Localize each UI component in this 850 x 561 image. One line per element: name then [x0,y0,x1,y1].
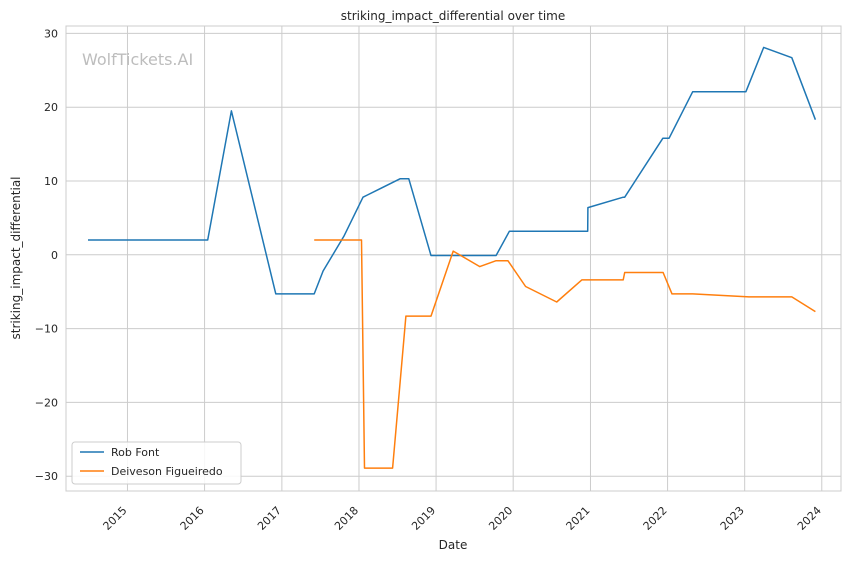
y-axis-label: striking_impact_differential [9,176,23,339]
y-tick-label: 30 [44,27,58,40]
y-tick-labels: −30 −20 −10 0 10 20 30 [35,27,58,483]
watermark: WolfTickets.AI [82,50,193,69]
legend-box [71,441,242,485]
x-tick-label: 2022 [641,504,670,533]
x-tick-label: 2019 [409,504,438,533]
plot-frame [65,25,842,492]
y-tick-label: −10 [35,323,58,336]
legend-label-deiveson-figueiredo: Deiveson Figueiredo [111,465,223,478]
y-tick-label: 0 [51,249,58,262]
y-tick-label: 10 [44,175,58,188]
legend-label-rob-font: Rob Font [111,446,160,459]
y-tick-label: −20 [35,396,58,409]
x-tick-label: 2015 [101,504,130,533]
x-tick-label: 2023 [718,504,747,533]
legend: Rob Font Deiveson Figueiredo [71,441,242,485]
series-line-deiveson-figueiredo [314,239,816,469]
x-tick-label: 2024 [795,504,824,533]
x-tick-label: 2018 [332,504,361,533]
series-lines [88,46,817,469]
plot-area [66,26,841,491]
x-tick-labels: 2015 2016 2017 2018 2019 2020 2021 2022 2023 2024 [101,504,824,533]
y-tick-label: −30 [35,470,58,483]
y-tick-label: 20 [44,101,58,114]
x-axis-label: Date [439,538,468,552]
x-tick-label: 2021 [564,504,593,533]
x-tick-label: 2016 [178,504,207,533]
series-line-rob-font [88,46,817,295]
x-tick-label: 2017 [255,504,284,533]
grid [66,26,841,491]
chart-title: striking_impact_differential over time [341,9,566,23]
x-tick-label: 2020 [486,504,515,533]
